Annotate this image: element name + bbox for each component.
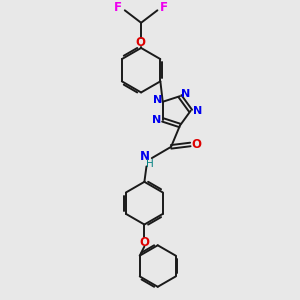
Text: N: N bbox=[193, 106, 202, 116]
Text: N: N bbox=[140, 150, 150, 164]
Text: N: N bbox=[181, 89, 190, 99]
Text: N: N bbox=[152, 116, 161, 125]
Text: F: F bbox=[160, 1, 168, 14]
Text: O: O bbox=[140, 236, 149, 249]
Text: F: F bbox=[114, 1, 122, 14]
Text: O: O bbox=[191, 138, 201, 151]
Text: N: N bbox=[153, 95, 162, 105]
Text: H: H bbox=[146, 159, 153, 169]
Text: O: O bbox=[136, 36, 146, 49]
